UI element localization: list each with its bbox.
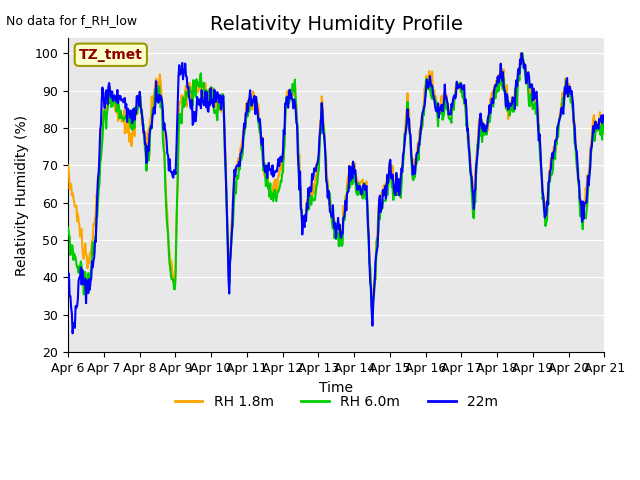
Title: Relativity Humidity Profile: Relativity Humidity Profile bbox=[210, 15, 463, 34]
Text: TZ_tmet: TZ_tmet bbox=[79, 48, 143, 62]
Legend: RH 1.8m, RH 6.0m, 22m: RH 1.8m, RH 6.0m, 22m bbox=[169, 389, 504, 414]
X-axis label: Time: Time bbox=[319, 381, 353, 395]
Text: No data for f_RH_low: No data for f_RH_low bbox=[6, 14, 138, 27]
Y-axis label: Relativity Humidity (%): Relativity Humidity (%) bbox=[15, 115, 29, 276]
